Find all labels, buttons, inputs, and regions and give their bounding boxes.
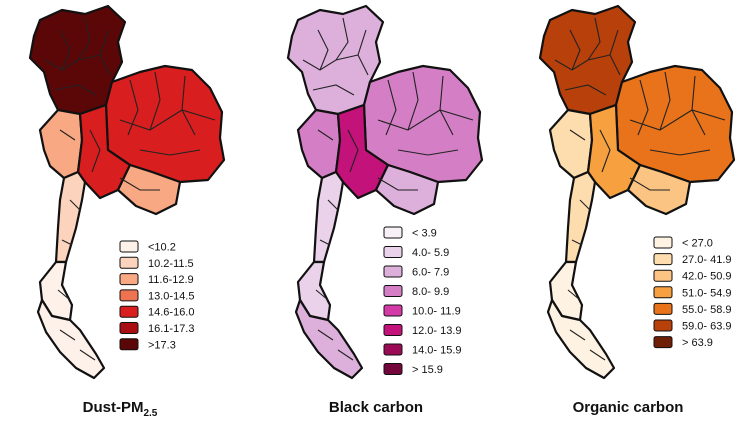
legend-label: 27.0- 41.9	[682, 254, 732, 266]
legend-item: 55.0- 58.9	[653, 302, 732, 316]
legend-label: < 3.9	[412, 228, 437, 240]
legend-label: <10.2	[148, 242, 176, 254]
region-west	[296, 108, 342, 180]
region-center	[586, 103, 642, 200]
legend-item: < 3.9	[383, 226, 437, 240]
legend-item: 12.0- 13.9	[383, 324, 462, 337]
legend-swatch	[653, 286, 673, 299]
legend-item: < 27.0	[653, 236, 713, 250]
legend-swatch	[383, 324, 403, 336]
map-regions	[28, 4, 226, 380]
legend-swatch	[653, 336, 673, 349]
legend-label: 13.0-14.5	[148, 290, 194, 302]
legend-label: 16.1-17.3	[148, 323, 194, 335]
province-borders	[554, 17, 726, 361]
map-caption: Organic carbon	[573, 399, 684, 416]
legend-label: 11.6-12.9	[148, 274, 194, 286]
legend-label: 6.0- 7.9	[412, 267, 449, 279]
legend-label: 55.0- 58.9	[682, 304, 732, 316]
legend-label: 14.6-16.0	[148, 307, 194, 319]
legend-swatch	[119, 240, 139, 253]
legend-label: 14.0- 15.9	[412, 345, 462, 357]
legend-label: > 63.9	[682, 337, 713, 349]
legend-swatch	[383, 246, 403, 258]
legend-swatch	[653, 269, 673, 282]
legend-item: >17.3	[119, 338, 176, 351]
region-center	[334, 103, 390, 200]
dust-pm25-map: <10.2 10.2-11.5 11.6-12.9 13.0-14.5 14.6-16.…	[28, 4, 226, 419]
black-carbon-map: < 3.9 4.0- 5.9 6.0- 7.9 8.0- 9.9 10.0- 11.9 1…	[286, 4, 484, 416]
legend-label: 8.0- 9.9	[412, 286, 449, 298]
legend-swatch	[119, 289, 139, 302]
legend-item: 27.0- 41.9	[653, 253, 732, 266]
legend-label: 10.0- 11.9	[412, 306, 461, 318]
legend-item: > 63.9	[653, 336, 713, 349]
legend-item: 10.2-11.5	[119, 256, 194, 270]
legend-swatch	[383, 304, 403, 317]
legend: < 3.9 4.0- 5.9 6.0- 7.9 8.0- 9.9 10.0- 11.9 1…	[383, 226, 462, 376]
legend-swatch	[383, 226, 403, 239]
region-south-upper	[54, 170, 87, 264]
legend-item: > 15.9	[383, 363, 443, 376]
legend-swatch	[383, 265, 403, 278]
legend-swatch	[119, 338, 139, 351]
legend-swatch	[653, 319, 673, 332]
legend-label: < 27.0	[682, 238, 713, 250]
legend-item: 51.0- 54.9	[653, 286, 732, 299]
legend-label: 12.0- 13.9	[412, 325, 462, 337]
legend-item: 10.0- 11.9	[383, 304, 461, 318]
legend-item: 11.6-12.9	[119, 273, 194, 286]
legend-label: 42.0- 50.9	[682, 271, 732, 283]
region-south-low	[294, 298, 364, 380]
legend: <10.2 10.2-11.5 11.6-12.9 13.0-14.5 14.6-16.…	[119, 240, 194, 351]
legend-item: 6.0- 7.9	[383, 265, 449, 279]
legend-item: 42.0- 50.9	[653, 269, 732, 283]
legend-item: 59.0- 63.9	[653, 319, 732, 333]
region-center	[76, 103, 132, 200]
province-borders	[302, 17, 474, 361]
legend-label: 59.0- 63.9	[682, 321, 732, 333]
province-borders	[44, 17, 216, 361]
legend-label: >17.3	[148, 339, 176, 351]
legend-swatch	[119, 256, 139, 269]
legend-item: 14.6-16.0	[119, 305, 194, 319]
region-south-upper	[564, 170, 597, 264]
legend-label: 51.0- 54.9	[682, 287, 732, 299]
legend-label: > 15.9	[412, 364, 443, 376]
region-south-upper	[312, 170, 345, 264]
map-caption: Black carbon	[329, 399, 423, 416]
legend-swatch	[653, 302, 673, 315]
legend-item: <10.2	[119, 240, 176, 254]
legend-swatch	[119, 273, 139, 286]
legend-swatch	[383, 285, 403, 297]
legend-swatch	[119, 305, 139, 318]
legend-swatch	[383, 343, 403, 356]
region-south-low	[36, 298, 106, 380]
legend-swatch	[383, 363, 403, 375]
legend-label: 10.2-11.5	[148, 258, 194, 270]
legend-label: 4.0- 5.9	[412, 247, 449, 259]
region-south-low	[546, 298, 616, 380]
legend-swatch	[653, 253, 673, 266]
region-west	[548, 108, 594, 180]
map-regions	[286, 4, 484, 380]
legend-item: 4.0- 5.9	[383, 246, 449, 259]
legend: < 27.0 27.0- 41.9 42.0- 50.9 51.0- 54.9 55.0…	[653, 236, 732, 349]
legend-swatch	[653, 236, 673, 249]
legend-item: 13.0-14.5	[119, 289, 194, 302]
map-caption: Dust-PM2.5	[83, 399, 158, 419]
legend-swatch	[119, 322, 139, 334]
legend-item: 14.0- 15.9	[383, 343, 462, 357]
region-west	[38, 108, 84, 180]
legend-item: 16.1-17.3	[119, 322, 194, 335]
legend-item: 8.0- 9.9	[383, 285, 449, 298]
organic-carbon-map: < 27.0 27.0- 41.9 42.0- 50.9 51.0- 54.9 55.0…	[538, 4, 736, 416]
